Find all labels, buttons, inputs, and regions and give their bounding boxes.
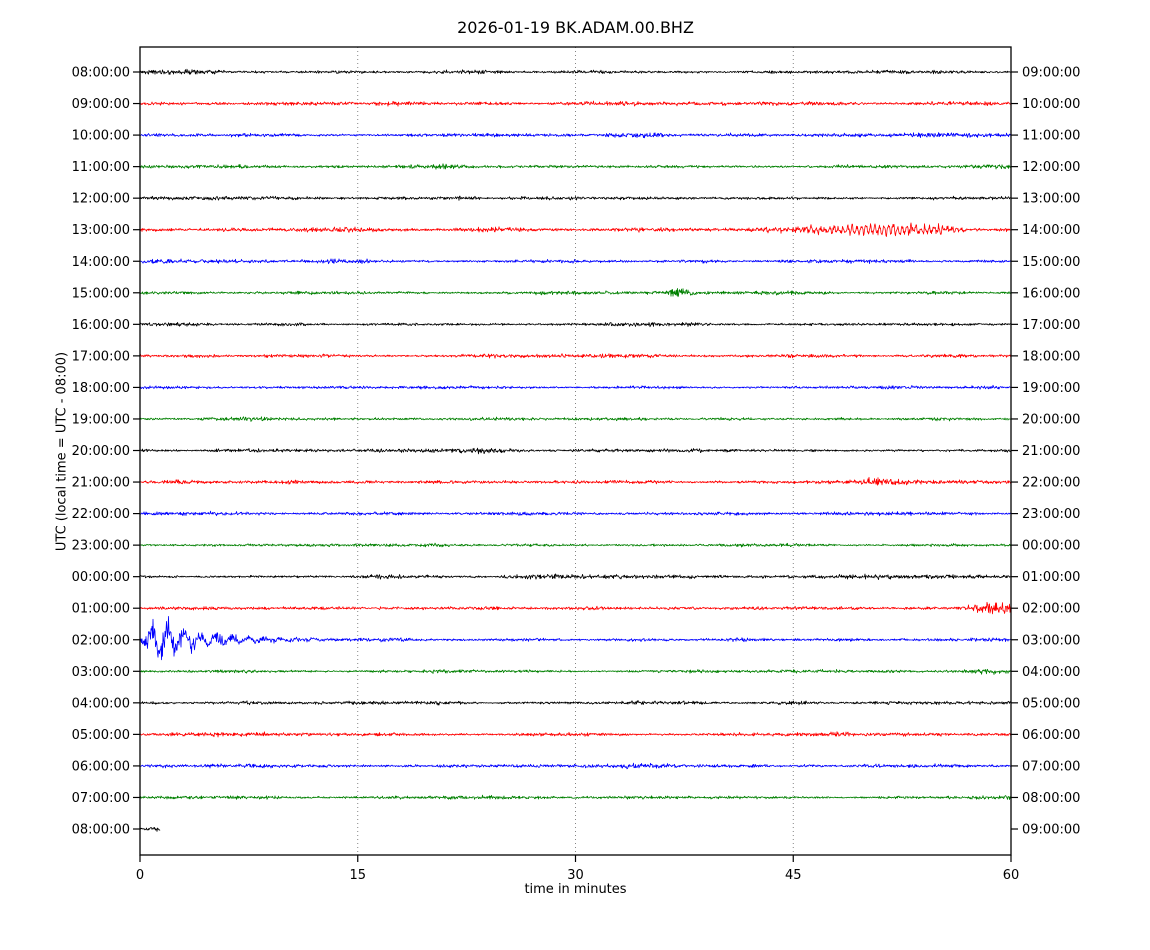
left-tick-label: 08:00:00 [72,66,130,81]
right-tick-label: 20:00:00 [1022,412,1080,427]
left-tick-label: 08:00:00 [72,823,130,838]
trace-row-000000 [139,573,1012,580]
trace-row-120000 [139,195,1012,201]
right-tick-label: 12:00:00 [1022,160,1080,175]
right-tick-label: 05:00:00 [1022,696,1080,711]
x-tick-label: 60 [1003,868,1020,883]
trace-row-060000 [139,762,1012,770]
left-tick-label: 22:00:00 [72,507,130,522]
right-tick-label: 13:00:00 [1022,192,1080,207]
x-axis-label: time in minutes [524,882,627,897]
left-tick-label: 07:00:00 [72,791,130,806]
left-tick-label: 16:00:00 [72,318,130,333]
right-tick-label: 03:00:00 [1022,633,1080,648]
trace-row-210000 [139,476,1012,486]
left-tick-label: 19:00:00 [72,412,130,427]
right-tick-label: 00:00:00 [1022,539,1080,554]
trace-row-020000 [139,616,1012,661]
x-tick-label: 15 [349,868,366,883]
trace-row-140000 [139,258,1012,265]
x-tick-label: 0 [136,868,144,883]
trace-row-160000 [139,322,1012,328]
trace-row-180000 [139,384,1012,390]
trace-row-080000 [139,68,1012,75]
left-tick-label: 18:00:00 [72,381,130,396]
right-tick-label: 23:00:00 [1022,507,1080,522]
left-tick-label: 15:00:00 [72,286,130,301]
left-tick-label: 20:00:00 [72,444,130,459]
left-tick-label: 11:00:00 [72,160,130,175]
left-tick-label: 12:00:00 [72,192,130,207]
trace-row-190000 [139,416,1012,422]
right-tick-label: 04:00:00 [1022,665,1080,680]
right-tick-label: 10:00:00 [1022,97,1080,112]
right-tick-label: 01:00:00 [1022,570,1080,585]
right-tick-label: 09:00:00 [1022,823,1080,838]
left-tick-label: 00:00:00 [72,570,130,585]
trace-row-080000 [139,826,161,832]
right-tick-label: 02:00:00 [1022,602,1080,617]
trace-row-230000 [139,542,1012,548]
right-tick-label: 18:00:00 [1022,349,1080,364]
left-tick-label: 14:00:00 [72,255,130,270]
trace-row-100000 [139,132,1012,139]
trace-row-030000 [139,668,1012,675]
left-tick-label: 13:00:00 [72,223,130,238]
right-tick-label: 11:00:00 [1022,129,1080,144]
x-tick-label: 45 [785,868,802,883]
trace-row-170000 [139,353,1012,359]
left-tick-label: 21:00:00 [72,476,130,491]
right-tick-label: 15:00:00 [1022,255,1080,270]
left-tick-label: 09:00:00 [72,97,130,112]
left-tick-label: 03:00:00 [72,665,130,680]
right-tick-label: 14:00:00 [1022,223,1080,238]
trace-row-130000 [139,222,1012,237]
right-tick-label: 09:00:00 [1022,66,1080,81]
right-tick-label: 17:00:00 [1022,318,1080,333]
right-tick-label: 21:00:00 [1022,444,1080,459]
trace-row-150000 [139,288,1012,298]
trace-row-220000 [139,510,1012,517]
left-tick-label: 17:00:00 [72,349,130,364]
right-tick-label: 08:00:00 [1022,791,1080,806]
figure-title: 2026-01-19 BK.ADAM.00.BHZ [457,18,694,37]
y-axis-label: UTC (local time = UTC - 08:00) [54,351,70,552]
left-tick-label: 05:00:00 [72,728,130,743]
right-tick-label: 19:00:00 [1022,381,1080,396]
right-tick-label: 16:00:00 [1022,286,1080,301]
x-tick-label: 30 [567,868,584,883]
left-tick-label: 04:00:00 [72,696,130,711]
left-tick-label: 06:00:00 [72,759,130,774]
trace-row-050000 [139,731,1012,738]
left-tick-label: 23:00:00 [72,539,130,554]
left-tick-label: 02:00:00 [72,633,130,648]
right-tick-label: 06:00:00 [1022,728,1080,743]
left-tick-label: 01:00:00 [72,602,130,617]
trace-row-110000 [139,163,1012,170]
trace-row-070000 [139,794,1012,800]
trace-row-200000 [139,447,1012,455]
right-tick-label: 07:00:00 [1022,759,1080,774]
right-tick-label: 22:00:00 [1022,476,1080,491]
trace-row-090000 [139,100,1012,107]
trace-row-040000 [139,699,1012,706]
left-tick-label: 10:00:00 [72,129,130,144]
trace-row-010000 [139,601,1012,615]
